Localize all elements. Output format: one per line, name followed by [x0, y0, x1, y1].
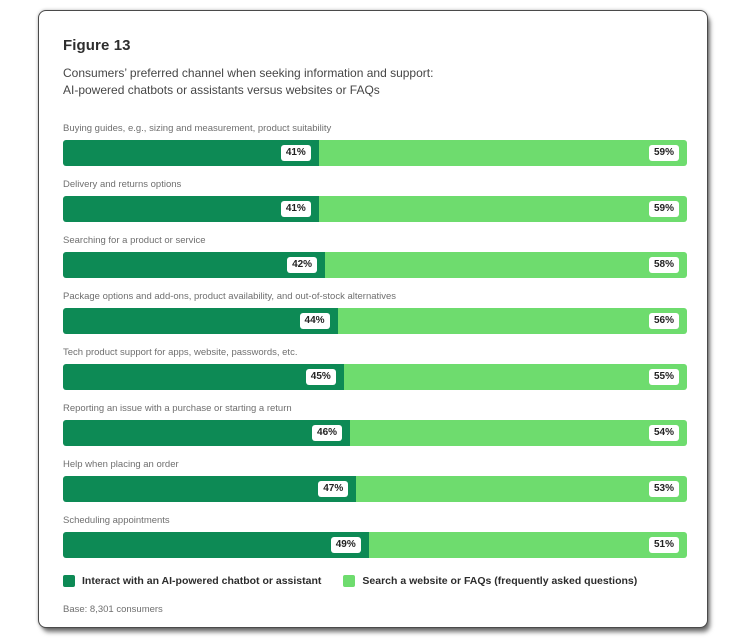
bar-segment-website: 53% [356, 476, 687, 502]
category-label: Scheduling appointments [63, 515, 170, 526]
chart-row: Reporting an issue with a purchase or st… [63, 403, 687, 446]
value-label: 54% [648, 425, 679, 441]
value-label: 44% [299, 313, 330, 329]
category-label: Help when placing an order [63, 459, 179, 470]
bar-segment-chatbot: 49% [63, 532, 369, 558]
bar-segment-website: 55% [343, 364, 687, 390]
stacked-bar: 46% 54% [63, 420, 687, 446]
stacked-bar: 44% 56% [63, 308, 687, 334]
bar-segment-website: 59% [318, 140, 687, 166]
category-label: Reporting an issue with a purchase or st… [63, 403, 292, 414]
chart-row: Tech product support for apps, website, … [63, 347, 687, 390]
value-label: 59% [648, 145, 679, 161]
value-label: 58% [648, 257, 679, 273]
bar-segment-chatbot: 47% [63, 476, 357, 502]
legend-swatch-chatbot [63, 575, 75, 587]
stacked-bar: 45% 55% [63, 364, 687, 390]
category-label: Searching for a product or service [63, 235, 206, 246]
category-label: Tech product support for apps, website, … [63, 347, 298, 358]
bar-segment-chatbot: 46% [63, 420, 351, 446]
bar-segment-website: 51% [368, 532, 687, 558]
legend-label: Search a website or FAQs (frequently ask… [362, 575, 638, 587]
figure-subtitle: Consumers’ preferred channel when seekin… [63, 65, 687, 99]
bar-segment-website: 59% [318, 196, 687, 222]
figure-title: Figure 13 [63, 37, 131, 54]
chart-row: Buying guides, e.g., sizing and measurem… [63, 123, 687, 166]
legend-swatch-website [343, 575, 356, 587]
stacked-bar: 41% 59% [63, 196, 687, 222]
chart-row: Package options and add-ons, product ava… [63, 291, 687, 334]
chart-row: Scheduling appointments 49% 51% [63, 515, 687, 558]
bar-segment-chatbot: 41% [63, 196, 319, 222]
bar-segment-website: 54% [350, 420, 687, 446]
legend: Interact with an AI-powered chatbot or a… [63, 575, 687, 587]
bar-chart: Buying guides, e.g., sizing and measurem… [63, 123, 687, 558]
bar-segment-website: 56% [337, 308, 687, 334]
value-label: 41% [280, 201, 311, 217]
category-label: Buying guides, e.g., sizing and measurem… [63, 123, 332, 134]
chart-row: Help when placing an order 47% 53% [63, 459, 687, 502]
value-label: 59% [648, 201, 679, 217]
category-label: Delivery and returns options [63, 179, 182, 190]
value-label: 56% [648, 313, 679, 329]
bar-segment-chatbot: 42% [63, 252, 326, 278]
value-label: 55% [648, 369, 679, 385]
stacked-bar: 41% 59% [63, 140, 687, 166]
value-label: 45% [305, 369, 336, 385]
legend-label: Interact with an AI-powered chatbot or a… [82, 575, 322, 587]
figure-card: Figure 13 Consumers’ preferred channel w… [38, 10, 708, 628]
bar-segment-website: 58% [325, 252, 687, 278]
value-label: 42% [287, 257, 318, 273]
value-label: 46% [312, 425, 343, 441]
bar-segment-chatbot: 45% [63, 364, 344, 390]
bar-segment-chatbot: 44% [63, 308, 338, 334]
stacked-bar: 49% 51% [63, 532, 687, 558]
value-label: 53% [648, 481, 679, 497]
stacked-bar: 47% 53% [63, 476, 687, 502]
value-label: 47% [318, 481, 349, 497]
legend-item-chatbot: Interact with an AI-powered chatbot or a… [63, 575, 321, 587]
chart-row: Searching for a product or service 42% 58% [63, 235, 687, 278]
value-label: 41% [280, 145, 311, 161]
legend-item-website: Search a website or FAQs (frequently ask… [343, 575, 637, 587]
figure-subtitle-line1: Consumers’ preferred channel when seekin… [63, 66, 434, 80]
value-label: 51% [648, 537, 679, 553]
stacked-bar: 42% 58% [63, 252, 687, 278]
base-note: Base: 8,301 consumers [63, 604, 163, 615]
value-label: 49% [330, 537, 361, 553]
category-label: Package options and add-ons, product ava… [63, 291, 397, 302]
bar-segment-chatbot: 41% [63, 140, 319, 166]
figure-subtitle-line2: AI-powered chatbots or assistants versus… [63, 83, 380, 97]
chart-row: Delivery and returns options 41% 59% [63, 179, 687, 222]
